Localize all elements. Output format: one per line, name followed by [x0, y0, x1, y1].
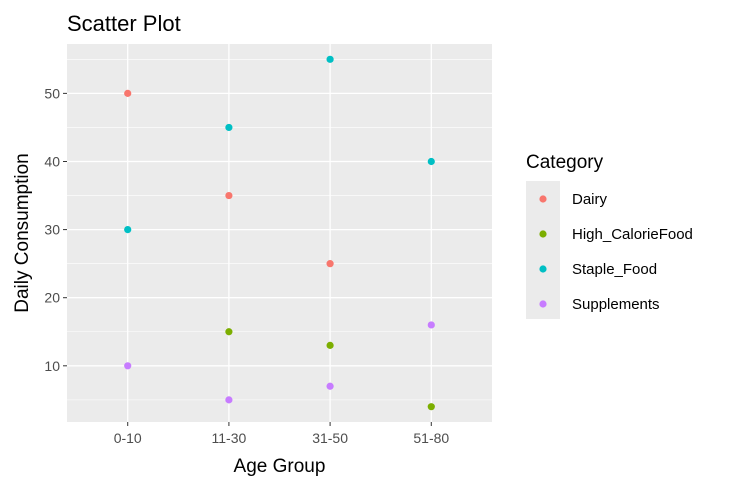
legend-key-supplements	[539, 300, 547, 308]
point-staple-food-11-30	[225, 123, 233, 132]
legend-key-background	[526, 181, 560, 319]
legend-key-high-caloriefood	[539, 230, 547, 238]
legend-key-dairy	[539, 195, 547, 203]
y-axis-title: Daily Consumption	[12, 153, 33, 312]
chart-title: Scatter Plot	[67, 11, 181, 36]
x-tick-label: 51-80	[413, 430, 449, 446]
x-tick-label: 11-30	[212, 430, 247, 446]
y-tick-label: 10	[44, 358, 60, 374]
y-tick-label: 40	[44, 153, 60, 169]
y-tick-label: 50	[44, 85, 60, 101]
point-dairy-31-50	[326, 260, 334, 268]
point-supplements-51-80	[427, 321, 435, 329]
legend-key-staple-food	[539, 265, 547, 273]
legend-title: Category	[526, 152, 604, 173]
point-staple-food-31-50	[326, 55, 334, 63]
major-gridlines	[67, 44, 492, 422]
x-axis-title: Age Group	[234, 456, 326, 477]
x-tick-label: 31-50	[312, 430, 348, 446]
point-dairy-11-30	[225, 191, 233, 200]
minor-gridlines	[67, 59, 492, 401]
point-staple-food-51-80	[427, 157, 435, 166]
y-tick-label: 20	[44, 290, 60, 306]
legend-label: Supplements	[572, 296, 660, 313]
point-dairy-0-10	[124, 89, 132, 97]
legend-label: Dairy	[572, 191, 608, 208]
point-supplements-31-50	[326, 382, 334, 390]
point-high-caloriefood-31-50	[326, 341, 334, 349]
point-high-caloriefood-11-30	[225, 328, 233, 336]
legend-label: Staple_Food	[572, 261, 657, 278]
y-tick-label: 30	[44, 222, 60, 238]
point-supplements-11-30	[225, 396, 233, 404]
legend-items: Dairy High_CalorieFood Staple_Food Suppleme…	[539, 191, 693, 313]
point-high-caloriefood-51-80	[427, 403, 435, 411]
legend: Category Dairy High_CalorieFood Staple_Foo…	[526, 152, 693, 319]
plot-panel	[67, 44, 492, 422]
legend-label: High_CalorieFood	[572, 226, 693, 243]
data-points	[124, 55, 435, 411]
y-axis: 10 20 30 40 50	[44, 85, 67, 374]
x-axis: 0-10 11-30 31-50 51-80	[114, 422, 449, 446]
x-tick-label: 0-10	[114, 430, 142, 446]
point-staple-food-0-10	[124, 225, 132, 234]
point-supplements-0-10	[124, 362, 132, 370]
